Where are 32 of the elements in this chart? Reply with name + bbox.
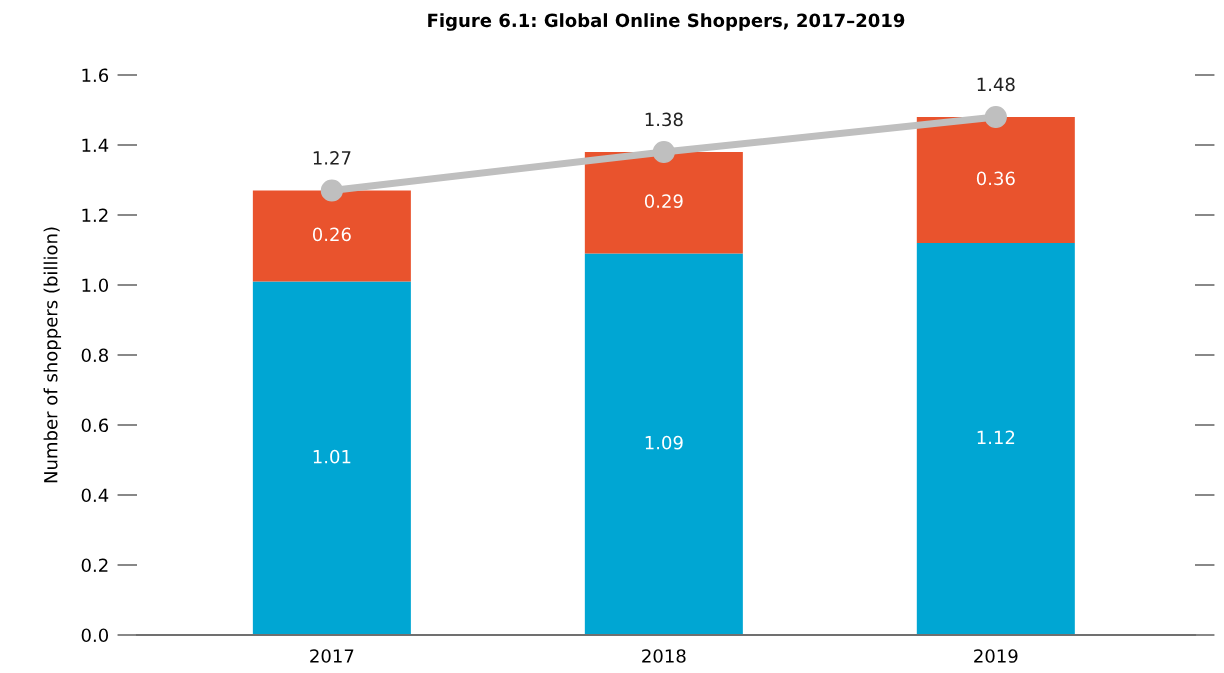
y-axis-title: Number of shoppers (billion) — [43, 227, 62, 483]
chart-title: Figure 6.1: Global Online Shoppers, 2017–2019 — [428, 13, 905, 31]
y-tick-label: 0.0 — [81, 628, 109, 643]
data-label: 0.29 — [644, 194, 683, 208]
data-label: 1.27 — [313, 151, 351, 165]
x-tick-label: 2019 — [974, 649, 1018, 663]
y-tick-label: 0.6 — [81, 418, 109, 433]
point — [984, 105, 1007, 129]
bar — [916, 117, 1075, 243]
y-tick-label: 1.6 — [82, 68, 109, 83]
y-tick-label: 0.8 — [81, 348, 108, 363]
bar — [252, 190, 411, 282]
data-label: 1.12 — [977, 430, 1015, 444]
y-tick-label: 1.0 — [82, 278, 109, 293]
bar — [916, 243, 1075, 635]
data-label: 1.38 — [645, 112, 683, 127]
point — [652, 140, 675, 164]
data-label: 0.26 — [312, 227, 351, 242]
data-label: 1.48 — [977, 77, 1015, 92]
data-label: 1.09 — [645, 435, 683, 450]
bar — [584, 152, 743, 254]
bar — [252, 281, 411, 635]
x-tick-label: 2018 — [642, 649, 686, 663]
y-tick-label: 0.4 — [81, 488, 109, 503]
y-tick-label: 1.2 — [82, 208, 108, 222]
bar — [584, 253, 743, 635]
point — [320, 179, 343, 202]
y-tick-label: 1.4 — [82, 138, 109, 152]
data-label: 0.36 — [976, 171, 1015, 186]
data-label: 1.01 — [313, 449, 351, 464]
x-tick-label: 2017 — [310, 649, 354, 663]
y-tick-label: 0.2 — [81, 558, 108, 573]
